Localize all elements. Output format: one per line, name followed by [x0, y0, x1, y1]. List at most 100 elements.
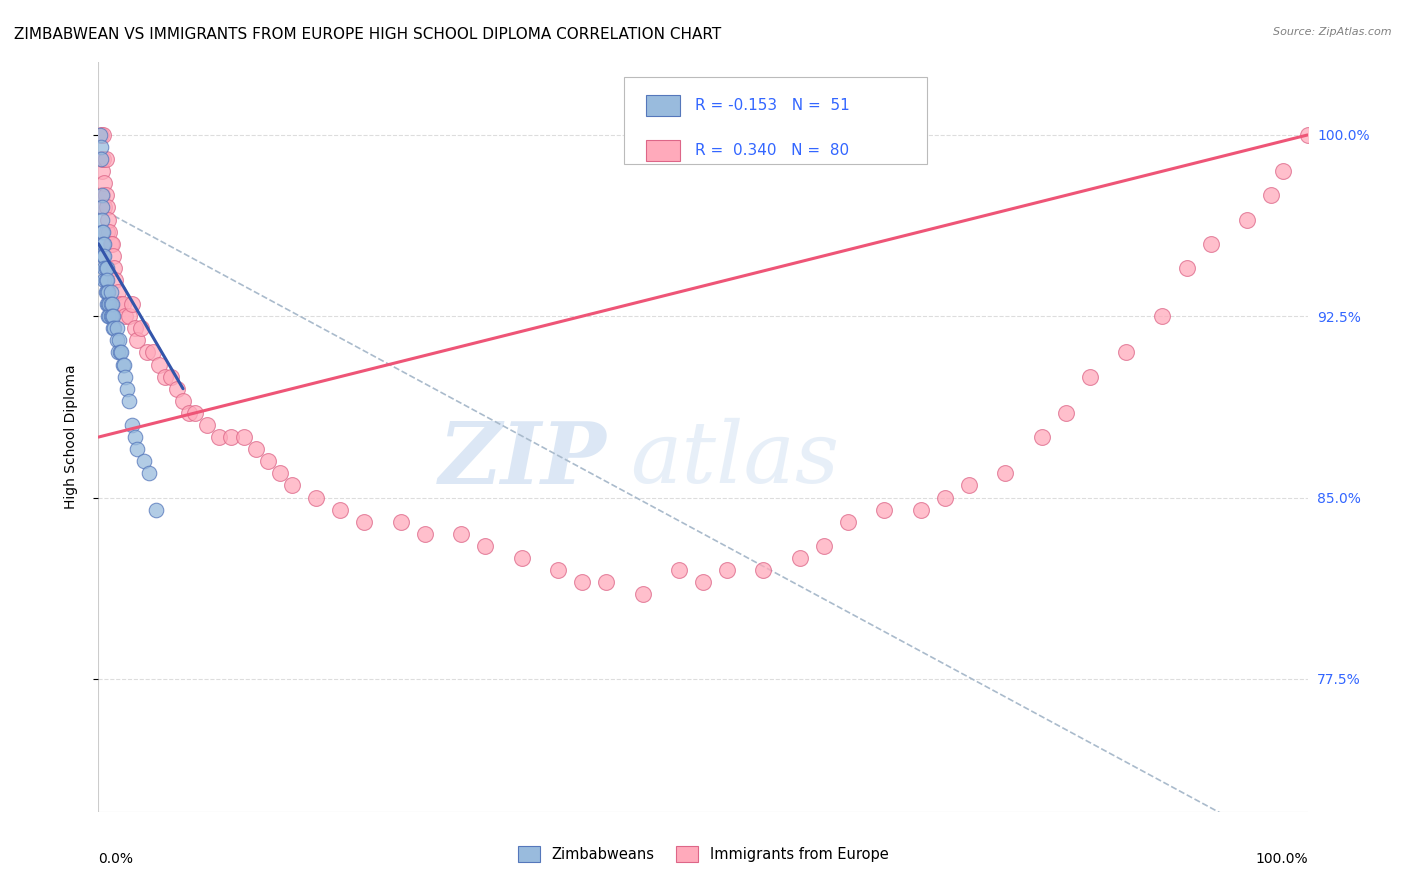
Point	[692, 575, 714, 590]
Point	[153, 369, 176, 384]
Point	[934, 491, 956, 505]
Point	[96, 201, 118, 215]
Point	[96, 285, 118, 299]
Point	[138, 467, 160, 481]
Point	[837, 515, 859, 529]
Point	[114, 369, 136, 384]
Point	[994, 467, 1017, 481]
Point	[101, 310, 124, 324]
Point	[93, 176, 115, 190]
Point	[305, 491, 328, 505]
Point	[108, 334, 131, 348]
Point	[91, 225, 114, 239]
Text: ZIP: ZIP	[439, 417, 606, 501]
Point	[94, 260, 117, 275]
Point	[148, 358, 170, 372]
Point	[108, 345, 131, 359]
Point	[135, 345, 157, 359]
Point	[108, 297, 131, 311]
Point	[94, 152, 117, 166]
Text: R =  0.340   N =  80: R = 0.340 N = 80	[695, 143, 849, 158]
FancyBboxPatch shape	[647, 95, 681, 116]
FancyBboxPatch shape	[647, 140, 681, 161]
FancyBboxPatch shape	[624, 78, 927, 163]
Legend: Zimbabweans, Immigrants from Europe: Zimbabweans, Immigrants from Europe	[512, 840, 894, 868]
Point	[114, 310, 136, 324]
Point	[100, 310, 122, 324]
Point	[107, 345, 129, 359]
Point	[91, 188, 114, 202]
Point	[195, 417, 218, 432]
Text: 100.0%: 100.0%	[1256, 852, 1308, 866]
Point	[450, 526, 472, 541]
Point	[1260, 188, 1282, 202]
Point	[789, 550, 811, 565]
Point	[172, 393, 194, 408]
Point	[329, 502, 352, 516]
Point	[96, 260, 118, 275]
Point	[1236, 212, 1258, 227]
Point	[97, 297, 120, 311]
Point	[91, 212, 114, 227]
Point	[184, 406, 207, 420]
Point	[547, 563, 569, 577]
Point	[90, 152, 112, 166]
Point	[957, 478, 980, 492]
Point	[166, 382, 188, 396]
Point	[90, 152, 112, 166]
Point	[1152, 310, 1174, 324]
Point	[124, 430, 146, 444]
Point	[118, 310, 141, 324]
Point	[1296, 128, 1319, 142]
Point	[103, 321, 125, 335]
Y-axis label: High School Diploma: High School Diploma	[63, 365, 77, 509]
Point	[101, 321, 124, 335]
Point	[110, 345, 132, 359]
Point	[100, 310, 122, 324]
Text: 0.0%: 0.0%	[98, 852, 134, 866]
Point	[105, 321, 128, 335]
Point	[98, 297, 121, 311]
Point	[389, 515, 412, 529]
Point	[104, 273, 127, 287]
Point	[103, 260, 125, 275]
Point	[96, 297, 118, 311]
Point	[100, 297, 122, 311]
Point	[752, 563, 775, 577]
Point	[129, 321, 152, 335]
Point	[94, 285, 117, 299]
Point	[668, 563, 690, 577]
Point	[100, 297, 122, 311]
Point	[281, 478, 304, 492]
Point	[111, 358, 134, 372]
Point	[571, 575, 593, 590]
Text: atlas: atlas	[630, 418, 839, 501]
Point	[1272, 164, 1295, 178]
Point	[93, 249, 115, 263]
Point	[873, 502, 896, 516]
Point	[91, 225, 114, 239]
Point	[121, 297, 143, 311]
Point	[98, 225, 121, 239]
Point	[91, 164, 114, 178]
Point	[245, 442, 267, 457]
Point	[413, 526, 436, 541]
Point	[595, 575, 617, 590]
Text: Source: ZipAtlas.com: Source: ZipAtlas.com	[1274, 27, 1392, 37]
Point	[117, 382, 139, 396]
Point	[97, 310, 120, 324]
Point	[910, 502, 932, 516]
Point	[121, 417, 143, 432]
Point	[127, 334, 149, 348]
Point	[100, 236, 122, 251]
Point	[353, 515, 375, 529]
Point	[93, 260, 115, 275]
Point	[93, 201, 115, 215]
Point	[716, 563, 738, 577]
Point	[93, 273, 115, 287]
Point	[105, 334, 128, 348]
Point	[269, 467, 291, 481]
Point	[90, 128, 112, 142]
Point	[160, 369, 183, 384]
Point	[107, 285, 129, 299]
